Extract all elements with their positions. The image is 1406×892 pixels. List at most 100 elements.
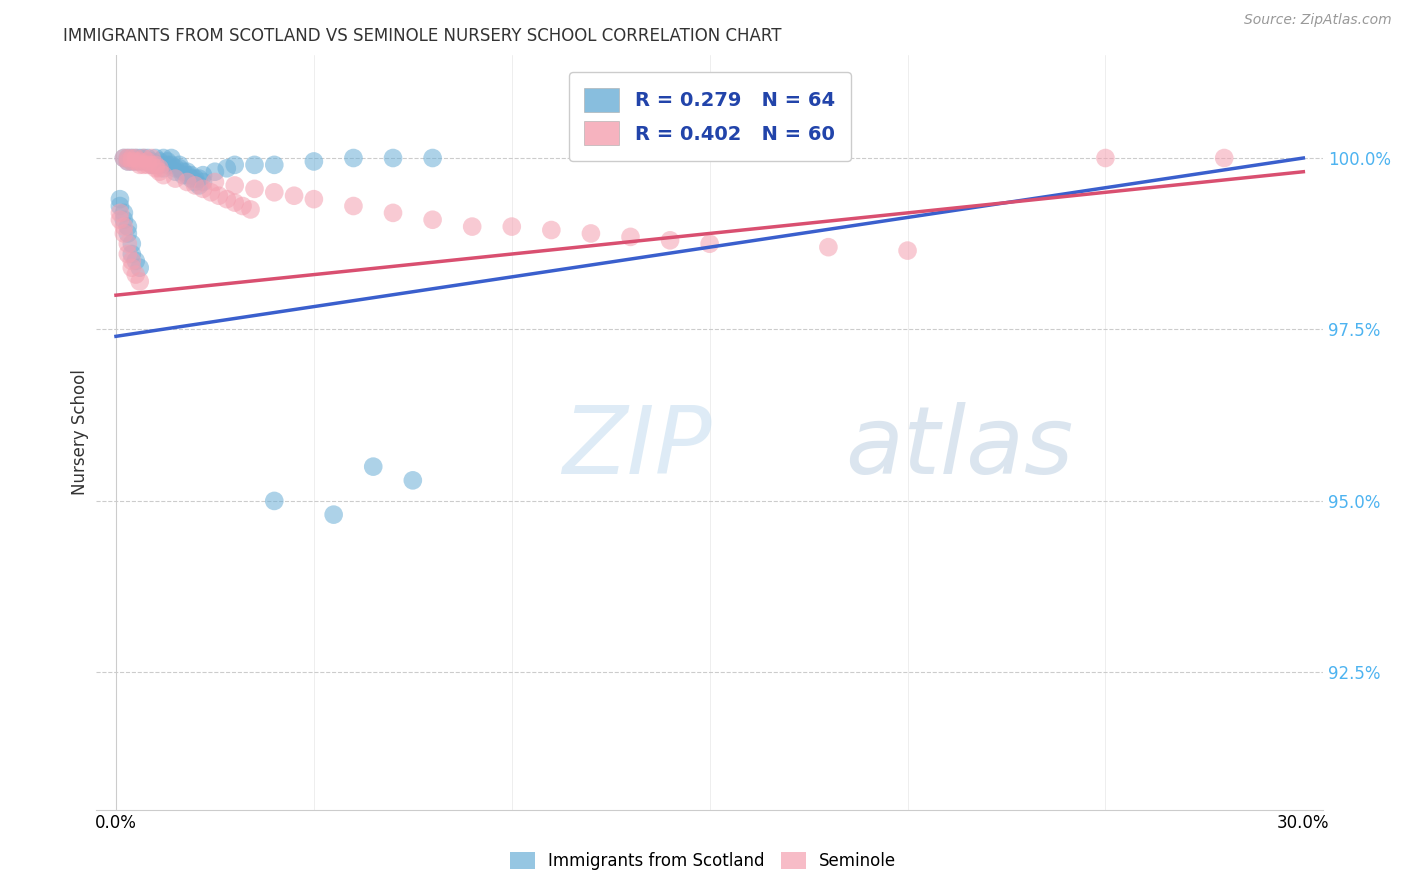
Point [1094, 151, 1116, 165]
Point [302, 192, 325, 206]
Point [117, 154, 139, 169]
Point [361, 459, 384, 474]
Point [422, 212, 444, 227]
Point [112, 227, 135, 241]
Point [382, 206, 405, 220]
Point [156, 158, 179, 172]
Point [125, 253, 148, 268]
Point [501, 219, 523, 234]
Point [160, 151, 183, 165]
Point [461, 219, 484, 234]
Point [136, 154, 159, 169]
Point [117, 151, 139, 165]
Point [125, 151, 148, 165]
Point [188, 178, 211, 193]
Point [180, 168, 202, 182]
Point [243, 158, 266, 172]
Y-axis label: Nursery School: Nursery School [72, 369, 89, 495]
Point [243, 182, 266, 196]
Point [180, 171, 202, 186]
Point [160, 158, 183, 172]
Point [152, 151, 174, 165]
Point [1213, 151, 1236, 165]
Point [263, 186, 285, 200]
Point [191, 182, 214, 196]
Point [172, 165, 194, 179]
Point [263, 494, 285, 508]
Point [136, 154, 159, 169]
Point [145, 158, 167, 172]
Point [156, 154, 179, 169]
Point [215, 192, 238, 206]
Point [112, 206, 135, 220]
Point [128, 154, 150, 169]
Point [176, 168, 198, 182]
Text: IMMIGRANTS FROM SCOTLAND VS SEMINOLE NURSERY SCHOOL CORRELATION CHART: IMMIGRANTS FROM SCOTLAND VS SEMINOLE NUR… [63, 27, 782, 45]
Point [125, 151, 148, 165]
Point [128, 151, 150, 165]
Point [132, 158, 155, 172]
Point [169, 161, 191, 176]
Point [128, 260, 150, 275]
Point [184, 175, 207, 189]
Point [342, 151, 364, 165]
Point [263, 158, 285, 172]
Point [136, 151, 159, 165]
Point [117, 247, 139, 261]
Point [121, 151, 143, 165]
Point [125, 268, 148, 282]
Point [141, 151, 163, 165]
Point [148, 161, 170, 176]
Point [108, 199, 131, 213]
Point [176, 165, 198, 179]
Text: Source: ZipAtlas.com: Source: ZipAtlas.com [1244, 13, 1392, 28]
Point [117, 151, 139, 165]
Point [204, 175, 226, 189]
Point [141, 154, 163, 169]
Point [176, 175, 198, 189]
Point [184, 171, 207, 186]
Point [112, 219, 135, 234]
Point [699, 236, 721, 251]
Point [125, 154, 148, 169]
Point [169, 158, 191, 172]
Point [145, 151, 167, 165]
Point [132, 154, 155, 169]
Point [128, 158, 150, 172]
Point [208, 188, 231, 202]
Point [112, 151, 135, 165]
Point [121, 154, 143, 169]
Text: atlas: atlas [845, 402, 1073, 493]
Point [619, 230, 641, 244]
Point [141, 158, 163, 172]
Point [112, 151, 135, 165]
Point [152, 168, 174, 182]
Point [239, 202, 262, 217]
Point [191, 175, 214, 189]
Point [108, 192, 131, 206]
Point [148, 165, 170, 179]
Point [145, 161, 167, 176]
Point [148, 158, 170, 172]
Point [540, 223, 562, 237]
Point [117, 154, 139, 169]
Point [132, 151, 155, 165]
Point [402, 474, 425, 488]
Point [200, 186, 222, 200]
Point [896, 244, 918, 258]
Point [136, 158, 159, 172]
Point [108, 206, 131, 220]
Point [121, 151, 143, 165]
Text: ZIP: ZIP [562, 402, 711, 493]
Point [121, 236, 143, 251]
Point [165, 161, 187, 176]
Point [659, 233, 682, 247]
Point [188, 171, 211, 186]
Point [224, 178, 246, 193]
Point [224, 195, 246, 210]
Point [224, 158, 246, 172]
Legend: Immigrants from Scotland, Seminole: Immigrants from Scotland, Seminole [503, 845, 903, 877]
Point [112, 212, 135, 227]
Point [322, 508, 344, 522]
Point [121, 260, 143, 275]
